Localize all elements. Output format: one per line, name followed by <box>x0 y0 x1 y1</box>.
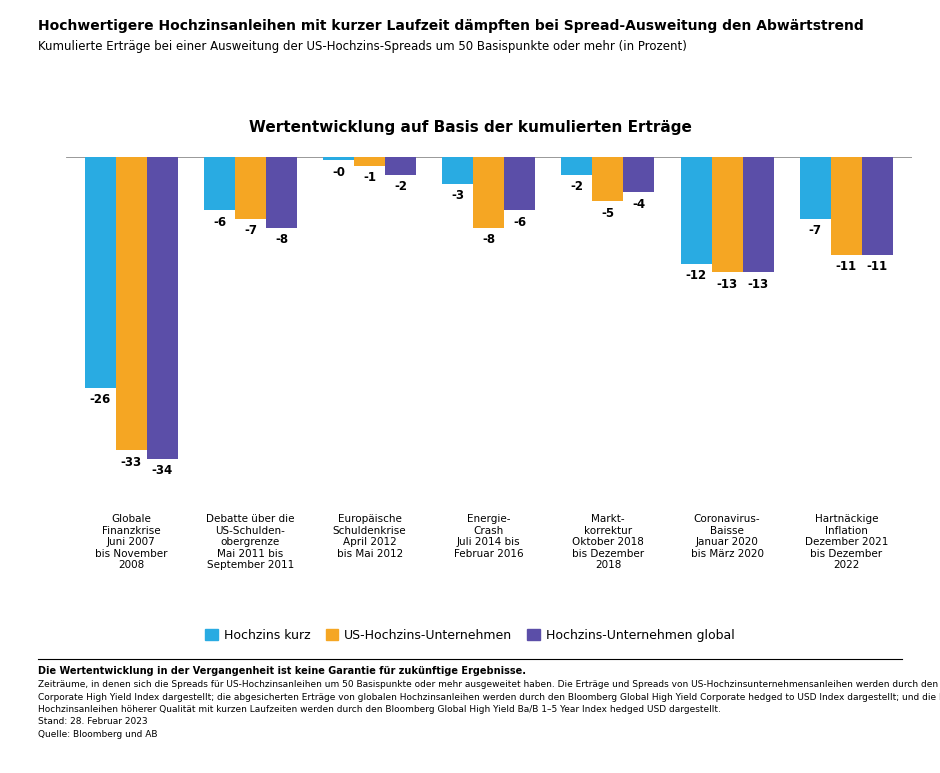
Text: Hochwertigere Hochzinsanleihen mit kurzer Laufzeit dämpften bei Spread-Ausweitun: Hochwertigere Hochzinsanleihen mit kurze… <box>38 19 863 33</box>
Text: Coronavirus-
Baisse
Januar 2020
bis März 2020: Coronavirus- Baisse Januar 2020 bis März… <box>691 514 763 559</box>
Text: -0: -0 <box>332 165 345 179</box>
Text: Corporate High Yield Index dargestellt; die abgesicherten Erträge von globalen H: Corporate High Yield Index dargestellt; … <box>38 693 940 702</box>
Bar <box>385 157 416 175</box>
Bar <box>443 157 474 183</box>
Bar <box>681 157 712 264</box>
Bar <box>862 157 893 254</box>
Text: Zeiträume, in denen sich die Spreads für US-Hochzinsanleihen um 50 Basispunkte o: Zeiträume, in denen sich die Spreads für… <box>38 680 940 690</box>
Text: -5: -5 <box>602 206 615 220</box>
Text: -4: -4 <box>633 198 646 211</box>
Text: Energie-
Crash
Juli 2014 bis
Februar 2016: Energie- Crash Juli 2014 bis Februar 201… <box>454 514 524 559</box>
Text: -11: -11 <box>836 260 857 273</box>
Bar <box>504 157 535 210</box>
Bar <box>235 157 266 219</box>
Bar <box>323 157 354 161</box>
Text: -26: -26 <box>89 393 111 407</box>
Text: -8: -8 <box>274 233 288 247</box>
Text: -13: -13 <box>716 278 738 291</box>
Bar <box>561 157 592 175</box>
Bar <box>623 157 654 192</box>
Text: Kumulierte Erträge bei einer Ausweitung der US-Hochzins-Spreads um 50 Basispunkt: Kumulierte Erträge bei einer Ausweitung … <box>38 40 686 53</box>
Text: Wertentwicklung auf Basis der kumulierten Erträge: Wertentwicklung auf Basis der kumulierte… <box>248 120 692 135</box>
Text: -1: -1 <box>363 171 376 184</box>
Text: -2: -2 <box>571 180 584 193</box>
Text: Hartnäckige
Inflation
Dezember 2021
bis Dezember
2022: Hartnäckige Inflation Dezember 2021 bis … <box>805 514 888 570</box>
Text: -12: -12 <box>685 269 707 282</box>
Text: Globale
Finanzkrise
Juni 2007
bis November
2008: Globale Finanzkrise Juni 2007 bis Novemb… <box>95 514 167 570</box>
Bar <box>592 157 623 201</box>
Text: Hochzinsanleihen höherer Qualität mit kurzen Laufzeiten werden durch den Bloombe: Hochzinsanleihen höherer Qualität mit ku… <box>38 705 720 714</box>
Bar <box>85 157 116 388</box>
Text: -3: -3 <box>451 189 464 202</box>
Text: Die Wertentwicklung in der Vergangenheit ist keine Garantie für zukünftige Ergeb: Die Wertentwicklung in der Vergangenheit… <box>38 666 525 676</box>
Bar <box>743 157 774 272</box>
Bar <box>831 157 862 254</box>
Text: -7: -7 <box>808 224 822 237</box>
Text: Markt-
korrektur
Oktober 2018
bis Dezember
2018: Markt- korrektur Oktober 2018 bis Dezemb… <box>572 514 644 570</box>
Text: -6: -6 <box>213 216 227 229</box>
Legend: Hochzins kurz, US-Hochzins-Unternehmen, Hochzins-Unternehmen global: Hochzins kurz, US-Hochzins-Unternehmen, … <box>200 624 740 647</box>
Text: Quelle: Bloomberg und AB: Quelle: Bloomberg und AB <box>38 730 157 739</box>
Text: -7: -7 <box>244 224 257 237</box>
Bar <box>474 157 504 228</box>
Text: -13: -13 <box>747 278 769 291</box>
Text: -2: -2 <box>394 180 407 193</box>
Text: -8: -8 <box>482 233 495 247</box>
Text: Debatte über die
US-Schulden-
obergrenze
Mai 2011 bis
September 2011: Debatte über die US-Schulden- obergrenze… <box>206 514 295 570</box>
Bar <box>800 157 831 219</box>
Text: -33: -33 <box>120 455 142 468</box>
Text: Stand: 28. Februar 2023: Stand: 28. Februar 2023 <box>38 717 148 727</box>
Bar <box>116 157 147 450</box>
Bar <box>354 157 385 165</box>
Bar <box>266 157 297 228</box>
Text: -6: -6 <box>513 216 526 229</box>
Text: Europäische
Schuldenkrise
April 2012
bis Mai 2012: Europäische Schuldenkrise April 2012 bis… <box>333 514 406 559</box>
Bar <box>712 157 743 272</box>
Bar <box>204 157 235 210</box>
Text: -11: -11 <box>867 260 887 273</box>
Text: -34: -34 <box>151 465 173 478</box>
Bar <box>147 157 178 459</box>
